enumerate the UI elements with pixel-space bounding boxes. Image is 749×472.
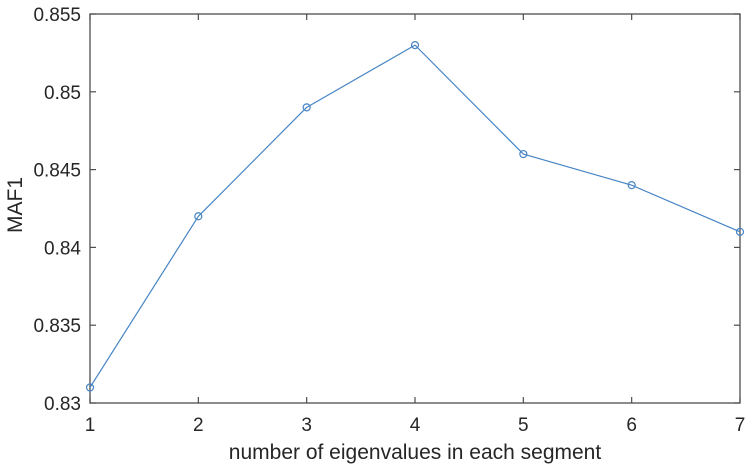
series-line [89, 44, 741, 388]
y-tick-label: 0.855 [33, 5, 81, 26]
data-point-marker [302, 103, 311, 112]
x-tick-label: 7 [735, 415, 746, 436]
data-point-marker [627, 181, 636, 190]
y-tick-label: 0.835 [33, 316, 81, 337]
data-point-marker [519, 149, 528, 159]
plot-border [89, 13, 741, 404]
y-tick-label: 0.845 [33, 161, 81, 182]
x-tick-label: 2 [193, 415, 204, 436]
x-tick-label: 5 [518, 415, 529, 436]
x-tick-label: 1 [85, 415, 96, 436]
y-tick-label: 0.84 [44, 238, 81, 259]
x-tick-label: 4 [410, 415, 421, 436]
y-tick-label: 0.85 [44, 83, 81, 104]
data-point-marker [410, 41, 420, 50]
x-tick-label: 6 [626, 415, 637, 436]
y-axis-label: MAF1 [4, 176, 27, 234]
data-point-marker [735, 227, 745, 236]
y-tick-label: 0.83 [44, 394, 81, 415]
x-axis-label: number of eigenvalues in each segment [228, 441, 602, 464]
data-point-marker [85, 383, 95, 392]
data-point-marker [194, 212, 203, 221]
x-tick-label: 3 [301, 415, 312, 436]
